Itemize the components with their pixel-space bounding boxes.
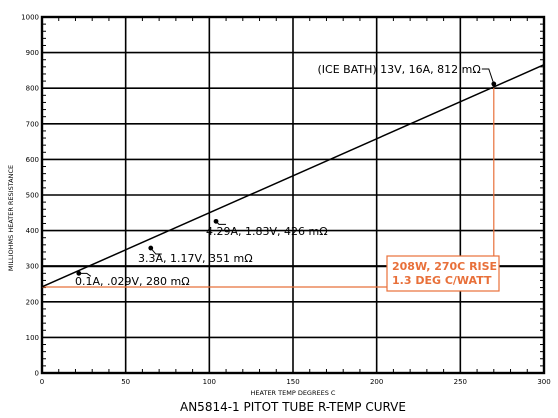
y-tick-label-400: 400: [26, 227, 39, 235]
data-label-leader-3: [481, 68, 495, 85]
resistance-line: [41, 64, 545, 288]
x-tick-label-100: 100: [203, 378, 216, 386]
data-label-leader-2: [215, 220, 227, 225]
plot-frame: [40, 15, 546, 375]
y-axis-label: MILLIOHMS HEATER RESISTANCE: [7, 165, 15, 271]
highlight-callout-text-1: 1.3 DEG C/WATT: [392, 274, 492, 287]
x-tick-label-300: 300: [537, 378, 550, 386]
y-tick-label-300: 300: [26, 263, 39, 271]
data-label-1: 3.3A, 1.17V, 351 mΩ: [138, 252, 253, 265]
x-tick-label-250: 250: [454, 378, 467, 386]
data-label-2: 4.29A, 1.83V, 426 mΩ: [206, 225, 328, 238]
y-tick-label-900: 900: [26, 49, 39, 57]
highlight-callout-box: [386, 255, 500, 292]
x-tick-label-150: 150: [286, 378, 299, 386]
y-tick-label-600: 600: [26, 156, 39, 164]
x-tick-label-50: 50: [121, 378, 130, 386]
data-label-leader-1: [150, 247, 162, 255]
y-tick-label-1000: 1000: [21, 14, 39, 22]
data-label-3: (ICE BATH) 13V, 16A, 812 mΩ: [317, 63, 480, 76]
y-tick-label-800: 800: [26, 85, 39, 93]
y-tick-label-700: 700: [26, 120, 39, 128]
y-tick-label-100: 100: [26, 334, 39, 342]
chart-title: AN5814-1 PITOT TUBE R-TEMP CURVE: [180, 400, 406, 414]
x-tick-label-0: 0: [40, 378, 44, 386]
y-tick-label-500: 500: [26, 192, 39, 200]
y-tick-label-200: 200: [26, 298, 39, 306]
x-tick-label-200: 200: [370, 378, 383, 386]
data-label-0: 0.1A, .029V, 280 mΩ: [75, 275, 190, 288]
x-axis-label: HEATER TEMP DEGREES C: [251, 389, 336, 397]
y-tick-label-0: 0: [35, 370, 39, 378]
highlight-callout-text-0: 208W, 270C RISE: [392, 260, 497, 273]
tick-labels: 0 50 100 150 200 250 300 0 100 200 300 400 500 600 700…: [21, 14, 551, 387]
series-group: 0.1A, .029V, 280 mΩ 3.3A, 1.17V, 351 mΩ 4.…: [41, 63, 545, 288]
data-label-leader-0: [78, 272, 92, 277]
